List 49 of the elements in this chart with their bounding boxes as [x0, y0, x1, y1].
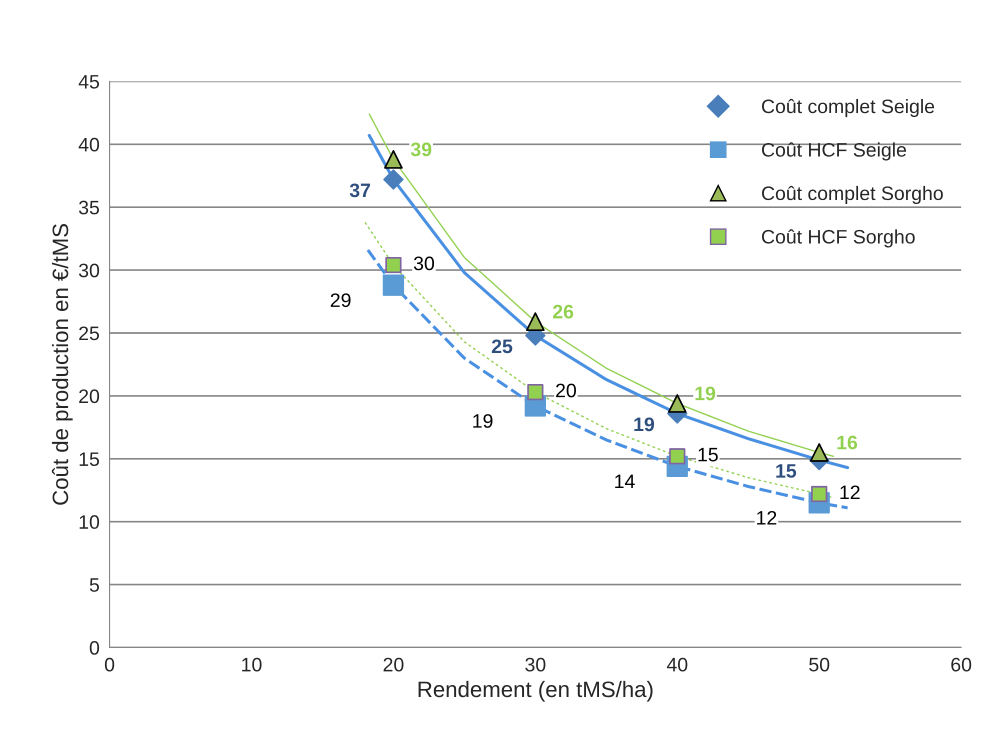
data-label: 19: [634, 417, 654, 432]
point: [382, 274, 404, 296]
point: [526, 312, 545, 332]
y-tick-label: 45: [78, 75, 100, 89]
data-label: 15: [698, 448, 718, 462]
y-tick-label: 35: [78, 200, 100, 214]
data-label: 30: [414, 256, 434, 270]
data-label: 20: [556, 384, 576, 398]
point: [383, 169, 404, 190]
y-tick-label: 15: [80, 452, 100, 466]
data-label: 12: [757, 510, 776, 525]
point: [810, 443, 829, 462]
y-tick-label: 10: [80, 515, 100, 529]
data-label: 26: [552, 304, 574, 319]
point: [668, 394, 687, 413]
legend-label: Coût complet Sorgho: [762, 186, 943, 204]
x-tick-label: 50: [809, 658, 830, 672]
point: [527, 384, 544, 400]
y-tick-label: 40: [78, 138, 100, 152]
legend-label: Coût HCF Seigle: [762, 142, 906, 161]
x-tick-label: 0: [104, 658, 114, 672]
x-tick-label: 60: [951, 658, 972, 672]
data-label: 15: [776, 464, 796, 478]
data-label: 14: [615, 474, 635, 488]
x-tick-label: 40: [666, 658, 688, 672]
x-tick-label: 20: [384, 658, 404, 672]
y-tick-label: 30: [78, 264, 100, 278]
data-label: 12: [840, 485, 860, 500]
data-label: 37: [350, 183, 370, 198]
y-tick-label: 5: [90, 578, 100, 592]
y-axis-title: Coût de production en €/tMS: [52, 224, 73, 505]
data-label: 16: [837, 436, 858, 450]
data-label: 19: [695, 386, 716, 400]
data-label: 39: [410, 142, 432, 156]
y-tick-label: 0: [90, 640, 100, 655]
point: [669, 448, 686, 464]
point: [384, 150, 403, 169]
y-tick-label: 25: [79, 326, 100, 340]
legend-label: Coût complet Seigle: [762, 98, 934, 118]
point: [385, 256, 402, 274]
x-tick-label: 30: [525, 658, 546, 672]
x-axis-title: Rendement (en tMS/ha): [418, 680, 653, 702]
x-tick-label: 10: [242, 658, 262, 672]
data-label: 29: [330, 293, 351, 308]
data-label: 25: [492, 339, 512, 354]
point: [811, 486, 828, 502]
y-tick-label: 20: [79, 389, 100, 404]
legend-label: Coût HCF Sorgho: [762, 229, 915, 248]
data-label: 19: [473, 414, 492, 428]
